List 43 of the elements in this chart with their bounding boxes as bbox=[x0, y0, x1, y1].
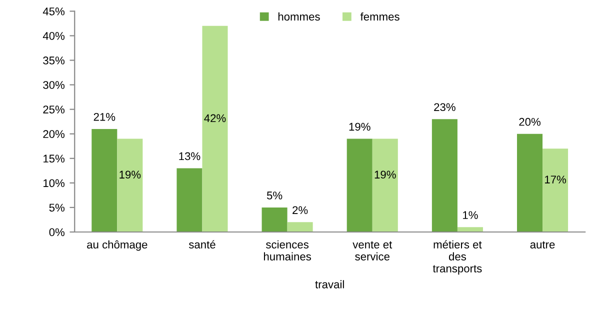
data-label: 5% bbox=[266, 192, 282, 200]
data-label: 23% bbox=[434, 103, 456, 112]
x-tick-label: santé bbox=[188, 240, 216, 248]
y-tick-label: 30% bbox=[43, 81, 65, 89]
x-axis-title: travail bbox=[315, 280, 344, 288]
bar bbox=[432, 119, 458, 232]
y-tick-label: 40% bbox=[42, 32, 65, 40]
y-tick-label: 10% bbox=[44, 179, 65, 188]
bar bbox=[346, 138, 372, 232]
data-label: 21% bbox=[94, 113, 116, 121]
legend-label: hommes bbox=[278, 12, 320, 21]
x-tick-label: sciences humaines bbox=[264, 240, 311, 260]
bar bbox=[517, 134, 543, 232]
y-tick-label: 5% bbox=[49, 204, 65, 212]
bar bbox=[117, 138, 143, 232]
bar bbox=[92, 128, 118, 232]
data-label: 42% bbox=[204, 114, 226, 122]
bar bbox=[372, 138, 398, 232]
bar bbox=[542, 148, 568, 232]
y-tick-label: 20% bbox=[43, 130, 65, 138]
y-tick-label: 25% bbox=[43, 106, 65, 114]
data-label: 19% bbox=[374, 170, 396, 179]
bar bbox=[176, 168, 202, 232]
data-label: 19% bbox=[349, 122, 370, 131]
data-label: 19% bbox=[120, 170, 141, 179]
x-tick-label: vente et service bbox=[352, 241, 392, 260]
data-label: 2% bbox=[292, 206, 308, 214]
bar bbox=[202, 26, 228, 232]
x-tick-label: au chômage bbox=[87, 240, 148, 251]
x-tick-label: autre bbox=[530, 241, 555, 248]
y-tick-label: 45% bbox=[42, 8, 65, 16]
data-label: 13% bbox=[179, 152, 200, 160]
bar bbox=[457, 227, 483, 232]
data-label: 1% bbox=[463, 211, 478, 219]
y-tick-label: 15% bbox=[44, 154, 65, 163]
x-tick-label: métiers et des transports bbox=[432, 240, 482, 275]
bar bbox=[287, 222, 313, 232]
data-label: 20% bbox=[519, 118, 540, 126]
data-label: 17% bbox=[545, 176, 566, 184]
y-tick-label: 0% bbox=[49, 228, 65, 236]
bar bbox=[262, 207, 288, 232]
y-tick-label: 35% bbox=[43, 56, 65, 64]
legend-label: femmes bbox=[360, 12, 400, 21]
